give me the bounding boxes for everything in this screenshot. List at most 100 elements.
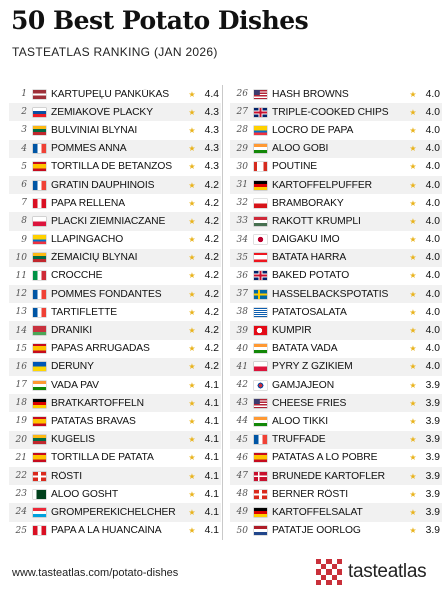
star-icon: ★ — [188, 507, 196, 517]
star-icon: ★ — [409, 289, 417, 299]
dish-name[interactable]: KUMPIR — [272, 325, 312, 337]
dish-name[interactable]: BAKED POTATO — [272, 270, 350, 282]
rating-score: 4.2 — [204, 270, 219, 282]
star-icon: ★ — [409, 216, 417, 226]
ranking-row: 50 PATATJE OORLOG ★ 3.9 — [230, 522, 442, 540]
star-icon: ★ — [409, 271, 417, 281]
dish-name[interactable]: LOCRO DE PAPA — [272, 124, 354, 136]
ranking-row: 40 BATATA VADA ★ 4.0 — [230, 340, 442, 358]
dish-name[interactable]: PAPA A LA HUANCAÍNA — [51, 525, 162, 537]
dish-name[interactable]: ŽEMAIČIŲ BLYNAI — [51, 252, 138, 264]
dish-name[interactable]: PATATOSALATA — [272, 306, 347, 318]
dish-name[interactable]: BULVINIAI BLYNAI — [51, 124, 138, 136]
ranking-list-left: 1 KARTUPEĻU PANKŪKAS ★ 4.4 2 ZEMIAKOVÉ PLACKY… — [9, 85, 221, 540]
rating-score: 4.4 — [204, 88, 219, 100]
dish-name[interactable]: PYRY Z GZIKIEM — [272, 361, 353, 373]
dish-name[interactable]: TORTILLA DE BETANZOS — [51, 161, 173, 173]
rating-score: 4.2 — [204, 361, 219, 373]
dish-name[interactable]: PATATAS A LO POBRE — [272, 452, 378, 464]
dish-name[interactable]: ALOO TIKKI — [272, 415, 329, 427]
dish-name[interactable]: CROCCHÈ — [51, 270, 103, 282]
rank-number: 44 — [236, 416, 248, 427]
dish-name[interactable]: RAKOTT KRUMPLI — [272, 215, 361, 227]
source-url[interactable]: www.tasteatlas.com/potato-dishes — [12, 567, 179, 579]
star-icon: ★ — [409, 125, 417, 135]
dish-name[interactable]: PAPA RELLENA — [51, 197, 125, 209]
dish-name[interactable]: TORTILLA DE PATATA — [51, 452, 154, 464]
dish-name[interactable]: BRATKARTOFFELN — [51, 397, 145, 409]
dish-name[interactable]: VADA PAV — [51, 379, 99, 391]
star-icon: ★ — [188, 253, 196, 263]
dish-name[interactable]: GROMPEREKICHELCHER — [51, 506, 176, 518]
dish-name[interactable]: PATATJE OORLOG — [272, 525, 361, 537]
ranking-row: 19 PATATAS BRAVAS ★ 4.1 — [9, 412, 221, 430]
rank-number: 2 — [21, 107, 27, 118]
dish-name[interactable]: TRIPLE-COOKED CHIPS — [272, 106, 389, 118]
rating-score: 3.9 — [425, 379, 440, 391]
ranking-row: 11 CROCCHÈ ★ 4.2 — [9, 267, 221, 285]
flag-icon — [33, 253, 46, 263]
dish-name[interactable]: KARTOFFELPUFFER — [272, 179, 372, 191]
rank-number: 16 — [15, 361, 27, 372]
dish-name[interactable]: PAPAS ARRUGADAS — [51, 343, 150, 355]
star-icon: ★ — [188, 380, 196, 390]
flag-icon — [33, 380, 46, 390]
dish-name[interactable]: DERUNY — [51, 361, 94, 373]
dish-name[interactable]: KARTOFFELSALAT — [272, 506, 363, 518]
flag-icon — [33, 526, 46, 536]
dish-name[interactable]: BERNER RÖSTI — [272, 488, 349, 500]
dish-name[interactable]: PLACKI ZIEMNIACZANE — [51, 215, 166, 227]
star-icon: ★ — [409, 326, 417, 336]
dish-name[interactable]: TARTIFLETTE — [51, 306, 118, 318]
dish-name[interactable]: GRATIN DAUPHINOIS — [51, 179, 155, 191]
dish-name[interactable]: BATATA HARRA — [272, 252, 347, 264]
dish-name[interactable]: LLAPINGACHO — [51, 234, 124, 246]
ranking-row: 36 BAKED POTATO ★ 4.0 — [230, 267, 442, 285]
dish-name[interactable]: BRAMBORÁKY — [272, 197, 344, 209]
rating-score: 4.2 — [204, 179, 219, 191]
rating-score: 4.1 — [204, 525, 219, 537]
dish-name[interactable]: TRUFFADE — [272, 434, 326, 446]
dish-name[interactable]: POUTINE — [272, 161, 318, 173]
ranking-row: 28 LOCRO DE PAPA ★ 4.0 — [230, 121, 442, 139]
dish-name[interactable]: KUGELIS — [51, 434, 95, 446]
dish-name[interactable]: BRUNEDE KARTOFLER — [272, 470, 385, 482]
ranking-row: 8 PLACKI ZIEMNIACZANE ★ 4.2 — [9, 212, 221, 231]
rank-number: 18 — [15, 398, 27, 409]
dish-name[interactable]: DRANIKI — [51, 325, 93, 337]
ranking-row: 48 BERNER RÖSTI ★ 3.9 — [230, 485, 442, 503]
dish-name[interactable]: KARTUPEĻU PANKŪKAS — [51, 88, 169, 100]
star-icon: ★ — [409, 416, 417, 426]
dish-name[interactable]: POMMES FONDANTES — [51, 288, 162, 300]
star-icon: ★ — [409, 489, 417, 499]
star-icon: ★ — [188, 307, 196, 317]
dish-name[interactable]: ALOO GOBI — [272, 143, 329, 155]
rating-score: 4.0 — [425, 361, 440, 373]
flag-icon — [254, 107, 267, 117]
dish-name[interactable]: POMMES ANNA — [51, 143, 127, 155]
dish-name[interactable]: CHEESE FRIES — [272, 397, 347, 409]
ranking-row: 34 DAIGAKU IMO ★ 4.0 — [230, 231, 442, 249]
dish-name[interactable]: BATATA VADA — [272, 343, 338, 355]
rating-score: 4.0 — [425, 325, 440, 337]
dish-name[interactable]: DAIGAKU IMO — [272, 234, 340, 246]
star-icon: ★ — [188, 326, 196, 336]
ranking-row: 16 DERUNY ★ 4.2 — [9, 357, 221, 376]
ranking-row: 6 GRATIN DAUPHINOIS ★ 4.2 — [9, 175, 221, 195]
star-icon: ★ — [409, 526, 417, 536]
dish-name[interactable]: ZEMIAKOVÉ PLACKY — [51, 106, 153, 118]
dish-name[interactable]: ALOO GOSHT — [51, 488, 119, 500]
flag-icon — [254, 416, 267, 426]
rank-number: 49 — [236, 507, 248, 518]
dish-name[interactable]: RÖSTI — [51, 470, 82, 482]
dish-name[interactable]: HASH BROWNS — [272, 88, 349, 100]
dish-name[interactable]: GAMJAJEON — [272, 379, 335, 391]
rank-number: 37 — [236, 289, 248, 300]
rank-number: 42 — [236, 380, 248, 391]
dish-name[interactable]: PATATAS BRAVAS — [51, 415, 136, 427]
flag-icon — [254, 526, 267, 536]
rank-number: 39 — [236, 325, 248, 336]
rank-number: 24 — [15, 507, 27, 518]
dish-name[interactable]: HASSELBACKSPOTATIS — [272, 288, 389, 300]
rating-score: 3.9 — [425, 506, 440, 518]
